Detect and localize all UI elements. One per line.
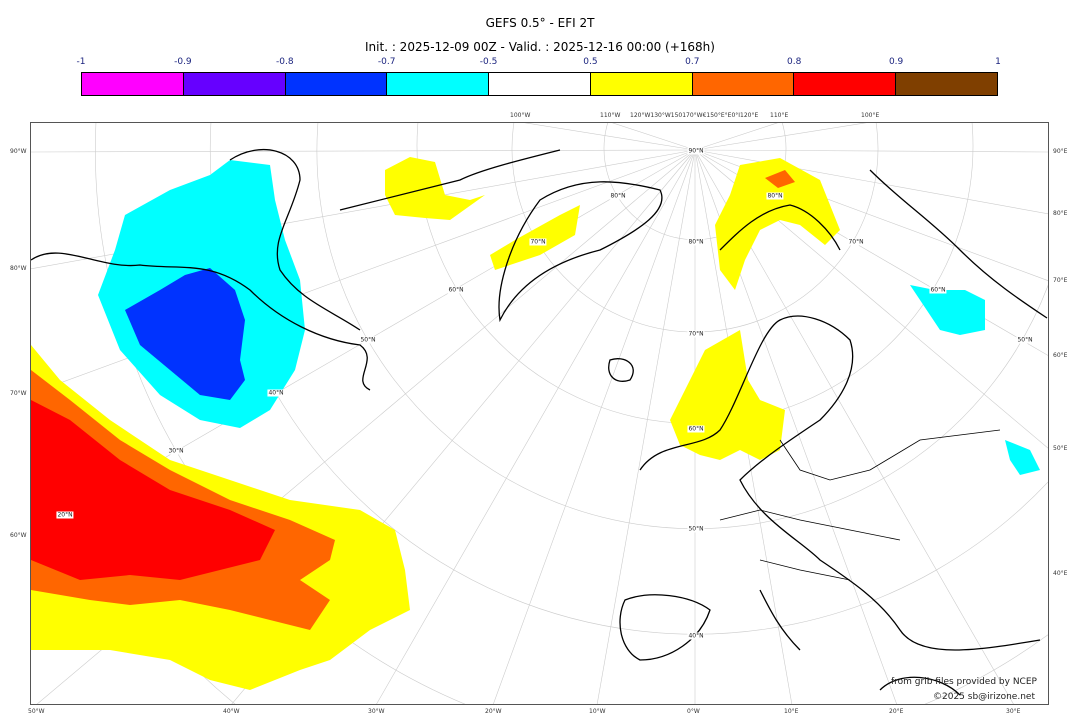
colorbar-segment	[896, 73, 998, 95]
colorbar-segment	[285, 73, 388, 95]
map-title: GEFS 0.5° - EFI 2T	[485, 16, 595, 30]
latitude-label: 50°N	[359, 336, 377, 344]
latitude-label: 30°N	[167, 447, 185, 455]
axis-label-left: 70°W	[10, 390, 27, 397]
colorbar-segment	[183, 73, 286, 95]
colorbar-tick-label: -1	[76, 57, 86, 67]
axis-label-bottom: 10°E	[784, 708, 799, 715]
colorbar-tick-label: 0.9	[888, 57, 904, 67]
copyright-credit: ©2025 sb@irizone.net	[933, 692, 1035, 702]
colorbar-segment	[82, 73, 184, 95]
source-credit: from grib files provided by NCEP	[891, 677, 1037, 687]
axis-label-bottom: 30°E	[1006, 708, 1021, 715]
colorbar	[81, 72, 998, 96]
axis-label-top: 100°E	[861, 112, 880, 119]
axis-label-top: 100°W	[510, 112, 531, 119]
axis-label-bottom: 20°E	[889, 708, 904, 715]
efi-shading	[31, 157, 1040, 690]
map-svg	[31, 123, 1048, 704]
map-area: 90°N 80°N 70°N 60°N 50°N 40°N 80°N 70°N 60°N 50°N…	[30, 122, 1049, 705]
region-orange-svalbard	[765, 170, 795, 188]
latitude-label: 60°N	[447, 286, 465, 294]
axis-label-bottom: 20°W	[485, 708, 502, 715]
colorbar-tick-label: -0.5	[479, 57, 498, 67]
region-cyan-russia	[910, 285, 985, 335]
borders	[719, 429, 1001, 581]
axis-label-right: 50°E	[1053, 445, 1068, 452]
colorbar-tick-label: -0.7	[377, 57, 396, 67]
axis-label-right: 90°E	[1053, 148, 1068, 155]
colorbar-tick-label: -0.9	[174, 57, 192, 67]
colorbar-segment	[692, 73, 795, 95]
map-subtitle: Init. : 2025-12-09 00Z - Valid. : 2025-1…	[365, 40, 715, 54]
latitude-label: 40°N	[267, 389, 285, 397]
latitude-label: 40°N	[687, 632, 705, 640]
axis-label-bottom: 50°W	[28, 708, 45, 715]
latitude-label: 20°N	[56, 511, 74, 519]
axis-label-right: 80°E	[1053, 210, 1068, 217]
axis-label-top: 110°W	[600, 112, 621, 119]
colorbar-tick-label: 0.5	[583, 57, 598, 67]
axis-label-top: 120°W130°W150170°W€150°E°E0°I120°E	[630, 112, 759, 119]
coastlines	[31, 148, 1048, 696]
region-yellow-arctic-canada	[385, 157, 485, 220]
latitude-label: 80°N	[687, 238, 705, 246]
colorbar-tick-label: 0.7	[685, 57, 700, 67]
region-red-atlantic	[31, 400, 275, 580]
region-yellow-svalbard	[715, 158, 840, 290]
latitude-label: 60°N	[687, 425, 705, 433]
colorbar-segment	[489, 73, 591, 95]
latitude-label: 50°N	[1016, 336, 1034, 344]
axis-label-left: 60°W	[10, 532, 27, 539]
colorbar-tick-label: 0.8	[787, 57, 802, 67]
axis-label-right: 70°E	[1053, 277, 1068, 284]
axis-label-right: 40°E	[1053, 570, 1068, 577]
axis-label-left: 90°W	[10, 148, 27, 155]
axis-label-left: 80°W	[10, 265, 27, 272]
latitude-label: 70°N	[687, 330, 705, 338]
latitude-label: 70°N	[847, 238, 865, 246]
axis-label-bottom: 30°W	[368, 708, 385, 715]
latitude-label: 80°N	[609, 192, 627, 200]
axis-label-bottom: 10°W	[589, 708, 606, 715]
latitude-label: 80°N	[766, 192, 784, 200]
latitude-label: 50°N	[687, 525, 705, 533]
region-blue-north-america	[125, 268, 245, 400]
axis-label-right: 60°E	[1053, 352, 1068, 359]
colorbar-segment	[387, 73, 490, 95]
latitude-label: 90°N	[687, 147, 705, 155]
axis-label-bottom: 40°W	[223, 708, 240, 715]
latitude-label: 60°N	[929, 286, 947, 294]
colorbar-segment	[794, 73, 897, 95]
latitude-label: 70°N	[529, 238, 547, 246]
colorbar-tick-label: 1	[995, 57, 1001, 67]
axis-label-bottom: 0°W	[687, 708, 700, 715]
region-cyan-caspian	[1005, 440, 1040, 475]
axis-label-top: 110°E	[770, 112, 789, 119]
colorbar-tick-label: -0.8	[275, 57, 294, 67]
colorbar-segment	[590, 73, 693, 95]
region-yellow-greenland-east	[490, 205, 580, 270]
